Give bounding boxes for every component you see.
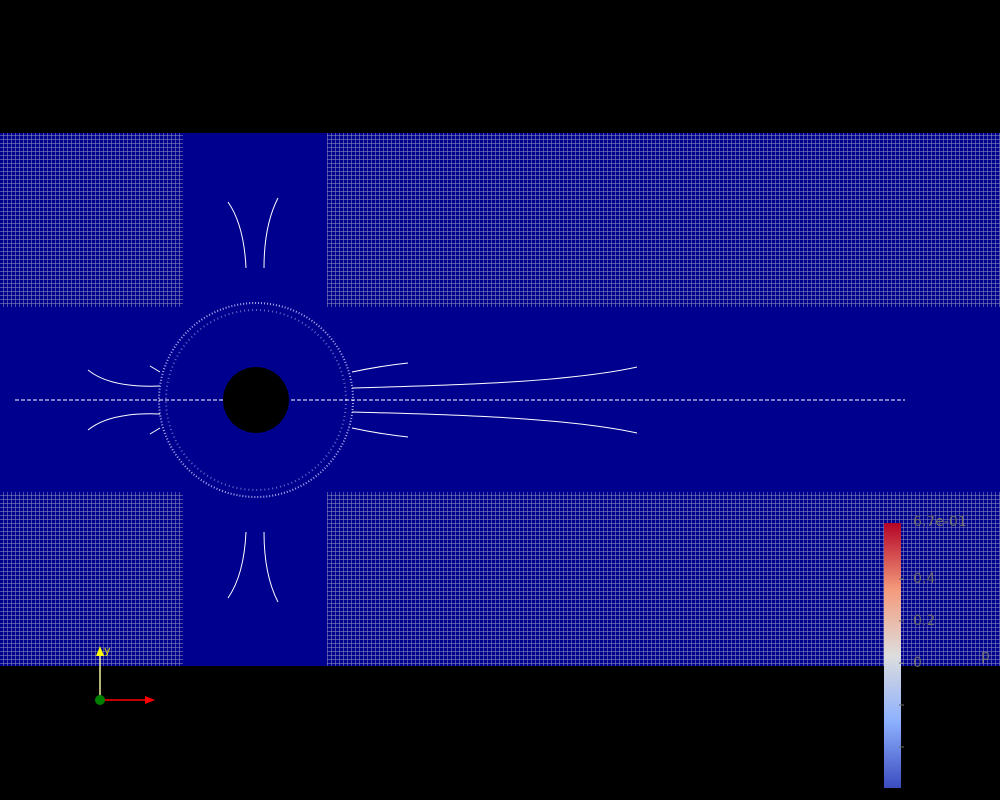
streamline xyxy=(87,413,161,431)
streamline xyxy=(351,427,409,438)
orientation-axes xyxy=(95,646,155,705)
y-axis-label: y xyxy=(104,644,111,657)
streamline xyxy=(351,362,409,373)
y-axis-arrow-icon xyxy=(96,646,104,656)
mesh-region-top-left xyxy=(0,133,183,307)
colorbar-gradient xyxy=(884,523,901,788)
colorbar-ticks xyxy=(899,578,904,748)
streamline xyxy=(263,197,279,269)
streamline xyxy=(351,411,638,434)
streamline xyxy=(149,427,161,435)
streamlines xyxy=(15,197,905,603)
streamline xyxy=(351,366,638,389)
colorbar-title: p xyxy=(981,648,990,664)
streamline xyxy=(149,365,161,373)
streamline xyxy=(227,531,247,599)
mesh-region-top-right xyxy=(327,133,1000,307)
x-axis-arrow-icon xyxy=(145,696,155,704)
mesh-region-bottom-left xyxy=(0,492,183,666)
streamline xyxy=(227,201,247,269)
streamline xyxy=(87,369,161,387)
cylinder-obstacle xyxy=(223,367,289,433)
colorbar-tick-label: 0.4 xyxy=(913,571,936,587)
streamline xyxy=(263,531,279,603)
colorbar-max-label: 6.7e-01 xyxy=(913,514,967,530)
colorbar-tick-label: 0.2 xyxy=(913,613,936,629)
axes-origin-icon xyxy=(95,695,105,705)
colorbar-tick-label: 0 xyxy=(913,655,922,671)
